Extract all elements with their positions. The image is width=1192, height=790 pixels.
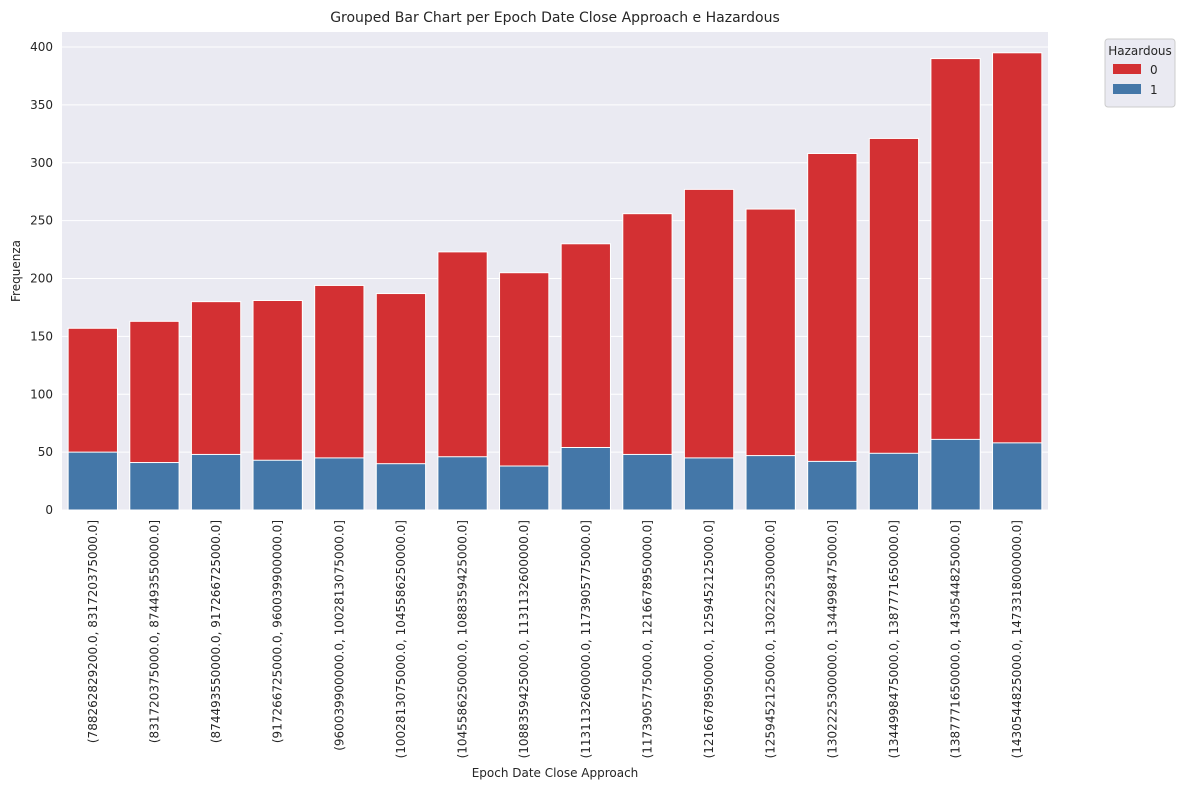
bar-hazardous-0 xyxy=(992,52,1043,511)
y-tick-label: 50 xyxy=(38,445,53,459)
x-tick-label: (1131132600000.0, 1173905775000.0] xyxy=(579,520,593,758)
bar-hazardous-1 xyxy=(437,456,488,511)
y-tick-label: 200 xyxy=(30,272,53,286)
x-tick-label: (1045586250000.0, 1088359425000.0] xyxy=(456,520,470,758)
bar-hazardous-1 xyxy=(807,460,858,511)
legend-label-0: 0 xyxy=(1150,63,1158,77)
bar-hazardous-1 xyxy=(252,459,303,511)
legend-swatch-1 xyxy=(1113,84,1141,94)
x-tick-label: (1259452125000.0, 1302225300000.0] xyxy=(764,520,778,758)
x-tick-label: (874493550000.0, 917266725000.0] xyxy=(209,520,223,743)
bar-hazardous-1 xyxy=(67,451,118,511)
bar-hazardous-0 xyxy=(930,58,981,511)
x-tick-label: (1216678950000.0, 1259452125000.0] xyxy=(702,520,716,758)
legend: Hazardous 0 1 xyxy=(1104,38,1176,108)
bar-hazardous-0 xyxy=(807,152,858,511)
bar-hazardous-1 xyxy=(868,452,920,511)
bars xyxy=(67,52,1043,511)
bar-hazardous-1 xyxy=(683,457,735,511)
bar-hazardous-1 xyxy=(129,462,180,511)
x-tick-labels: (788262829200.0, 831720375000.0] (8317203… xyxy=(86,520,1024,758)
bar-hazardous-1 xyxy=(560,446,611,511)
x-tick-label: (831720375000.0, 874493550000.0] xyxy=(147,520,161,743)
y-tick-label: 350 xyxy=(30,98,53,112)
bar-hazardous-1 xyxy=(499,465,550,511)
y-tick-label: 400 xyxy=(30,40,53,54)
bar-hazardous-1 xyxy=(375,463,427,511)
y-axis-label: Frequenza xyxy=(9,240,23,302)
legend-title: Hazardous xyxy=(1108,44,1172,58)
y-tick-label: 100 xyxy=(30,387,53,401)
legend-label-1: 1 xyxy=(1150,83,1158,97)
x-tick-label: (1088359425000.0, 1131132600000.0] xyxy=(517,520,531,758)
legend-swatch-0 xyxy=(1113,64,1141,74)
y-tick-labels: 0 50 100 150 200 250 300 350 400 xyxy=(30,40,53,517)
x-tick-label: (1387771650000.0, 1430544825000.0] xyxy=(949,520,963,758)
y-tick-label: 0 xyxy=(45,503,53,517)
bar-hazardous-0 xyxy=(868,137,920,511)
x-tick-label: (960039900000.0, 1002813075000.0] xyxy=(332,520,346,751)
x-tick-label: (1002813075000.0, 1045586250000.0] xyxy=(394,520,408,758)
x-tick-label: (1173905775000.0, 1216678950000.0] xyxy=(640,520,654,758)
bar-hazardous-1 xyxy=(992,442,1043,511)
y-tick-label: 250 xyxy=(30,214,53,228)
x-axis-label: Epoch Date Close Approach xyxy=(472,766,639,780)
y-tick-label: 300 xyxy=(30,156,53,170)
x-tick-label: (917266725000.0, 960039900000.0] xyxy=(271,520,285,743)
x-tick-label: (1302225300000.0, 1344998475000.0] xyxy=(825,520,839,758)
bar-hazardous-1 xyxy=(930,438,981,511)
x-tick-label: (1344998475000.0, 1387771650000.0] xyxy=(887,520,901,758)
x-tick-label: (788262829200.0, 831720375000.0] xyxy=(86,520,100,743)
bar-hazardous-1 xyxy=(745,455,796,511)
y-tick-label: 150 xyxy=(30,329,53,343)
bar-hazardous-1 xyxy=(314,457,365,511)
bar-hazardous-1 xyxy=(190,453,242,511)
chart-title: Grouped Bar Chart per Epoch Date Close A… xyxy=(330,10,780,26)
x-tick-label: (1430544825000.0, 1473318000000.0] xyxy=(1010,520,1024,758)
bar-hazardous-1 xyxy=(622,453,673,511)
